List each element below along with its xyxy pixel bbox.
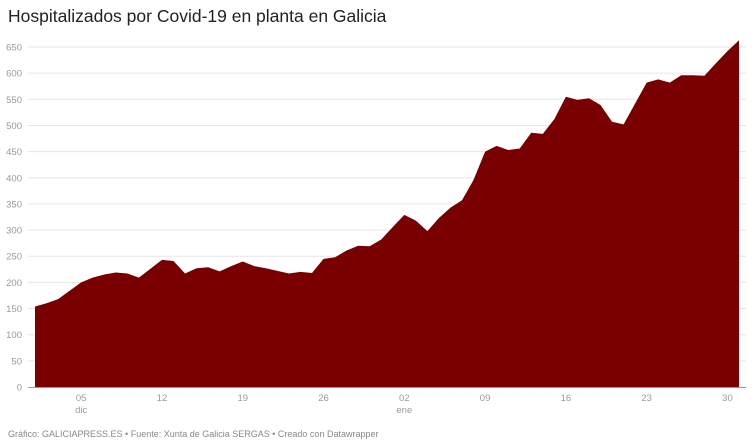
x-tick-label: 30 <box>722 393 733 404</box>
x-tick-month-label: ene <box>396 405 412 416</box>
y-tick-label: 300 <box>6 226 22 237</box>
y-tick-label: 100 <box>6 330 22 341</box>
y-tick-label: 500 <box>6 121 22 132</box>
y-tick-label: 150 <box>6 304 22 315</box>
chart-title: Hospitalizados por Covid-19 en planta en… <box>8 6 387 26</box>
y-axis-ticks: 0 50 100 150 200 250 300 350 400 450 500 550 600 650 <box>6 43 22 394</box>
y-tick-label: 650 <box>6 43 22 54</box>
x-tick-label: 19 <box>237 393 248 404</box>
area-series <box>35 40 739 387</box>
x-tick-label: 02 <box>399 393 410 404</box>
y-tick-label: 250 <box>6 252 22 263</box>
y-tick-label: 450 <box>6 147 22 158</box>
x-tick-month-label: dic <box>75 405 87 416</box>
y-tick-label: 600 <box>6 69 22 80</box>
x-tick-label: 09 <box>480 393 491 404</box>
x-tick-label: 23 <box>641 393 652 404</box>
x-tick-label: 26 <box>318 393 329 404</box>
chart-footer: Gráfico: GALICIAPRESS.ES • Fuente: Xunta… <box>8 429 379 439</box>
x-tick-label: 12 <box>157 393 168 404</box>
y-tick-label: 550 <box>6 95 22 106</box>
y-tick-label: 400 <box>6 173 22 184</box>
y-tick-label: 350 <box>6 199 22 210</box>
y-tick-label: 0 <box>17 383 22 394</box>
x-tick-label: 16 <box>561 393 572 404</box>
y-tick-label: 50 <box>11 356 22 367</box>
x-tick-label: 05 <box>76 393 87 404</box>
y-tick-label: 200 <box>6 278 22 289</box>
